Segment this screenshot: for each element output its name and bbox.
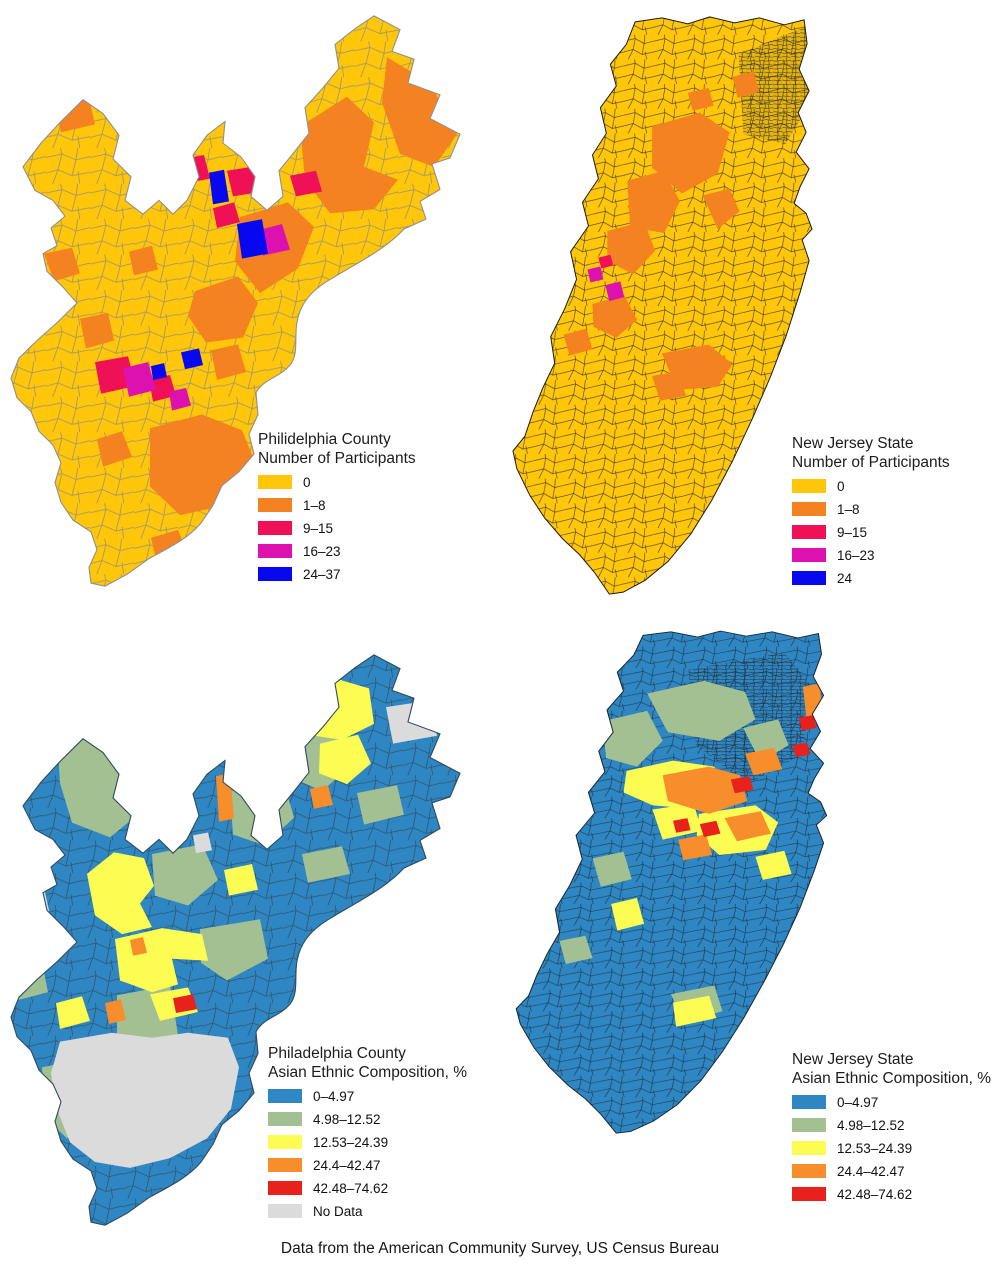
- legend-swatch: [792, 1141, 826, 1155]
- legend-label: 42.48–74.62: [313, 1180, 389, 1196]
- legend-label: 16–23: [837, 547, 875, 563]
- patches-1-8: [563, 71, 760, 401]
- legend-label: 24: [837, 570, 853, 586]
- legend-philadelphia-participants: Philidelphia County Number of Participan…: [258, 430, 416, 590]
- legend-label: 9–15: [837, 524, 868, 540]
- legend-swatch: [268, 1089, 302, 1103]
- legend-title-line1: Philidelphia County: [258, 431, 391, 448]
- legend-swatch: [258, 498, 292, 512]
- patches-24-37: [151, 169, 268, 380]
- legend-item: 9–15: [258, 520, 416, 536]
- legend-label: 24.4–42.47: [313, 1157, 381, 1173]
- legend-item: 0: [258, 474, 416, 490]
- legend-label: 12.53–24.39: [313, 1134, 389, 1150]
- legend-item: 24: [792, 570, 950, 586]
- legend-item: 16–23: [792, 547, 950, 563]
- region-patches: [563, 26, 811, 401]
- legend-label: 9–15: [303, 520, 334, 536]
- legend-item: 0–4.97: [268, 1088, 467, 1104]
- legend-label: 24–37: [303, 566, 341, 582]
- legend-item: 42.48–74.62: [792, 1186, 991, 1202]
- legend-title: Philidelphia County Number of Participan…: [258, 430, 416, 468]
- region-patches: [547, 652, 824, 1027]
- patches-1-8: [44, 57, 457, 564]
- legend-item: 12.53–24.39: [792, 1140, 991, 1156]
- legend-swatch: [268, 1181, 302, 1195]
- dense-tracts-northeast: [738, 26, 811, 145]
- legend-label: 16–23: [303, 543, 341, 559]
- legend-swatch: [268, 1158, 302, 1172]
- patches-16-23: [123, 224, 290, 411]
- legend-item: 9–15: [792, 524, 950, 540]
- legend-item: 12.53–24.39: [268, 1134, 467, 1150]
- legend-swatch: [268, 1135, 302, 1149]
- legend-item: 24–37: [258, 566, 416, 582]
- legend-label: 0: [303, 474, 311, 490]
- legend-item: 16–23: [258, 543, 416, 559]
- legend-title: New Jersey State Number of Participants: [792, 434, 950, 472]
- legend-swatch: [792, 571, 826, 585]
- legend-item: 42.48–74.62: [268, 1180, 467, 1196]
- legend-swatch: [792, 502, 826, 516]
- legend-swatch: [792, 1118, 826, 1132]
- philadelphia-asian-composition-map: [10, 654, 461, 1226]
- legend-philadelphia-composition: Philadelphia County Asian Ethnic Composi…: [268, 1044, 467, 1227]
- legend-item: 0–4.97: [792, 1094, 991, 1110]
- legend-label: 0–4.97: [313, 1088, 355, 1104]
- patches-9-15: [598, 254, 614, 269]
- patches-orange: [662, 683, 824, 861]
- legend-label: 4.98–12.52: [313, 1111, 381, 1127]
- legend-title-line2: Number of Participants: [792, 454, 950, 471]
- legend-swatch: [268, 1204, 302, 1218]
- legend-label: 1–8: [303, 497, 326, 513]
- legend-swatch: [792, 479, 826, 493]
- legend-title: Philadelphia County Asian Ethnic Composi…: [268, 1044, 467, 1082]
- legend-swatch: [268, 1112, 302, 1126]
- legend-label: 24.4–42.47: [837, 1163, 905, 1179]
- legend-title-line1: Philadelphia County: [268, 1045, 406, 1062]
- legend-item: No Data: [268, 1203, 467, 1219]
- legend-label: 4.98–12.52: [837, 1117, 905, 1133]
- legend-title-line2: Asian Ethnic Composition, %: [268, 1064, 468, 1081]
- legend-label: 12.53–24.39: [837, 1140, 913, 1156]
- legend-item: 24.4–42.47: [792, 1163, 991, 1179]
- legend-label: 0–4.97: [837, 1094, 879, 1110]
- legend-new-jersey-participants: New Jersey State Number of Participants …: [792, 434, 950, 594]
- legend-swatch: [792, 1187, 826, 1201]
- legend-item: 1–8: [258, 497, 416, 513]
- patches-red: [673, 715, 817, 838]
- legend-item: 0: [792, 478, 950, 494]
- legend-title-line2: Number of Participants: [258, 450, 416, 467]
- patches-16-23: [587, 266, 625, 302]
- philadelphia-participants-map: [10, 15, 461, 587]
- legend-swatch: [792, 548, 826, 562]
- legend-item: 1–8: [792, 501, 950, 517]
- legend-swatch: [258, 544, 292, 558]
- legend-label: 42.48–74.62: [837, 1186, 913, 1202]
- legend-item: 24.4–42.47: [268, 1157, 467, 1173]
- legend-label: 0: [837, 478, 845, 494]
- legend-title-line2: Asian Ethnic Composition, %: [792, 1070, 992, 1087]
- legend-label: No Data: [313, 1203, 363, 1219]
- new-jersey-asian-composition-map: [515, 630, 828, 1134]
- legend-swatch: [792, 1095, 826, 1109]
- legend-title-line1: New Jersey State: [792, 1051, 914, 1068]
- legend-swatch: [792, 525, 826, 539]
- legend-swatch: [258, 521, 292, 535]
- legend-title-line1: New Jersey State: [792, 435, 914, 452]
- legend-swatch: [792, 1164, 826, 1178]
- figure-caption: Data from the American Community Survey,…: [280, 1240, 720, 1257]
- legend-item: 4.98–12.52: [792, 1117, 991, 1133]
- legend-label: 1–8: [837, 501, 860, 517]
- legend-new-jersey-composition: New Jersey State Asian Ethnic Compositio…: [792, 1050, 991, 1210]
- legend-title: New Jersey State Asian Ethnic Compositio…: [792, 1050, 991, 1088]
- legend-swatch: [258, 475, 292, 489]
- legend-swatch: [258, 567, 292, 581]
- legend-item: 4.98–12.52: [268, 1111, 467, 1127]
- new-jersey-participants-map: [512, 16, 813, 595]
